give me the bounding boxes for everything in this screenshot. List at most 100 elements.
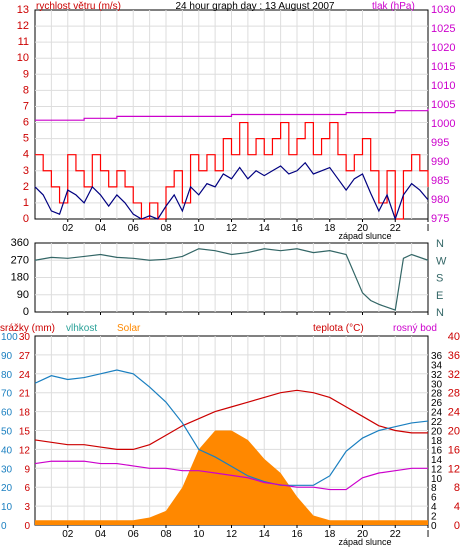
humidity-tick-label: 40: [1, 445, 13, 456]
wind-tick-label: 0: [23, 213, 29, 225]
x-tick-label: 22: [390, 529, 402, 540]
x-tick-label: 04: [95, 223, 107, 234]
direction-line: [34, 248, 429, 311]
compass-label: S: [436, 273, 443, 285]
extra-tick-label: 36: [431, 351, 443, 362]
extra-tick-label: 4: [431, 502, 437, 513]
wind-tick-label: 4: [23, 149, 29, 161]
extra-tick-label: 6: [431, 493, 437, 504]
temperature-tick-label: 12: [448, 463, 460, 475]
wind-tick-label: 3: [23, 165, 29, 177]
pressure-axis-title: tlak (hPa): [372, 1, 415, 12]
extra-tick-label: 16: [431, 445, 443, 456]
temperature-tick-label: 0: [454, 520, 460, 532]
temperature-label: teplota (°C): [313, 323, 364, 334]
pressure-tick-label: 1000: [431, 118, 455, 130]
wind-tick-label: 13: [17, 4, 29, 16]
temperature-tick-label: 20: [448, 426, 460, 438]
extra-tick-label: 20: [431, 427, 443, 438]
temperature-tick-label: 28: [448, 388, 460, 400]
extra-tick-label: 22: [431, 417, 443, 428]
humidity-tick-label: 50: [1, 427, 13, 438]
humidity-tick-label: 0: [1, 521, 7, 532]
x-tick-label: I: [427, 223, 430, 234]
wind-tick-label: 11: [18, 36, 29, 48]
wind-tick-label: 8: [23, 84, 29, 96]
precip-tick-label: 21: [19, 389, 31, 400]
extra-tick-label: 0: [431, 521, 437, 532]
direction-tick-label: 180: [11, 272, 29, 284]
precip-tick-label: 24: [19, 370, 31, 381]
precip-tick-label: 0: [24, 521, 30, 532]
pressure-tick-label: 1010: [431, 80, 455, 92]
wind-tick-label: 7: [23, 100, 29, 112]
sunset-label: západ slunce: [338, 537, 391, 547]
wind-tick-label: 6: [23, 117, 29, 129]
x-tick-label: 20: [357, 223, 369, 234]
temperature-tick-label: 36: [448, 350, 460, 362]
humidity-tick-label: 100: [1, 332, 18, 343]
extra-tick-label: 30: [431, 379, 443, 390]
x-tick-label: 08: [160, 529, 172, 540]
humidity-tick-label: 10: [1, 502, 13, 513]
x-tick-label: 22: [390, 223, 402, 234]
temperature-tick-label: 24: [448, 407, 460, 419]
wind-line: [34, 161, 429, 221]
wind-tick-label: 10: [17, 52, 29, 64]
wind-tick-label: 12: [17, 20, 29, 32]
x-tick-label: 14: [259, 529, 271, 540]
precip-tick-label: 30: [19, 332, 31, 343]
pressure-tick-label: 1020: [431, 42, 455, 54]
direction-tick-label: 0: [23, 306, 29, 318]
extra-tick-label: 32: [431, 370, 443, 381]
precip-tick-label: 18: [19, 408, 31, 419]
x-tick-label: 02: [62, 529, 74, 540]
pressure-tick-label: 975: [431, 213, 449, 225]
x-tick-label: 18: [324, 529, 336, 540]
extra-tick-label: 12: [431, 464, 443, 475]
temperature-tick-label: 8: [454, 482, 460, 494]
sunset-label: západ slunce: [338, 231, 391, 241]
x-tick-label: 14: [259, 223, 271, 234]
x-tick-label: I: [427, 529, 430, 540]
extra-tick-label: 18: [431, 436, 443, 447]
compass-label: N: [436, 238, 444, 250]
extra-tick-label: 10: [431, 474, 443, 485]
pressure-tick-label: 995: [431, 137, 449, 149]
x-tick-label: 10: [193, 529, 205, 540]
precip-tick-label: 15: [19, 427, 31, 438]
wind-tick-label: 2: [23, 181, 29, 193]
wind-tick-label: 9: [23, 68, 29, 80]
gust-line: [35, 121, 429, 220]
humidity-tick-label: 70: [1, 389, 13, 400]
x-tick-label: 10: [193, 223, 205, 234]
wind-tick-label: 1: [23, 197, 29, 209]
compass-label: E: [436, 290, 443, 302]
extra-tick-label: 2: [431, 512, 437, 523]
chart-title: 24 hour graph day : 13 August 2007: [175, 1, 334, 12]
humidity-label: vlhkost: [66, 323, 97, 334]
direction-tick-label: 270: [11, 254, 29, 266]
direction-tick-label: 90: [17, 289, 29, 301]
precip-label: srážky (mm): [0, 323, 55, 334]
x-tick-label: 08: [160, 223, 172, 234]
humidity-line: [34, 369, 429, 486]
direction-tick-label: 360: [11, 237, 29, 249]
precip-tick-label: 6: [24, 483, 30, 494]
solar-label: Solar: [117, 323, 141, 334]
x-tick-label: 20: [357, 529, 369, 540]
temperature-tick-label: 40: [448, 331, 460, 343]
pressure-tick-label: 980: [431, 194, 449, 206]
humidity-tick-label: 90: [1, 351, 13, 362]
humidity-tick-label: 80: [1, 370, 13, 381]
precip-tick-label: 27: [19, 351, 31, 362]
x-tick-label: 12: [226, 223, 238, 234]
x-tick-label: 06: [128, 223, 140, 234]
pressure-line: [35, 108, 429, 121]
precip-tick-label: 9: [24, 464, 30, 475]
x-tick-label: 02: [62, 223, 74, 234]
extra-tick-label: 8: [431, 483, 437, 494]
x-tick-label: 18: [324, 223, 336, 234]
extra-tick-label: 24: [431, 408, 443, 419]
pressure-tick-label: 1015: [431, 61, 455, 73]
